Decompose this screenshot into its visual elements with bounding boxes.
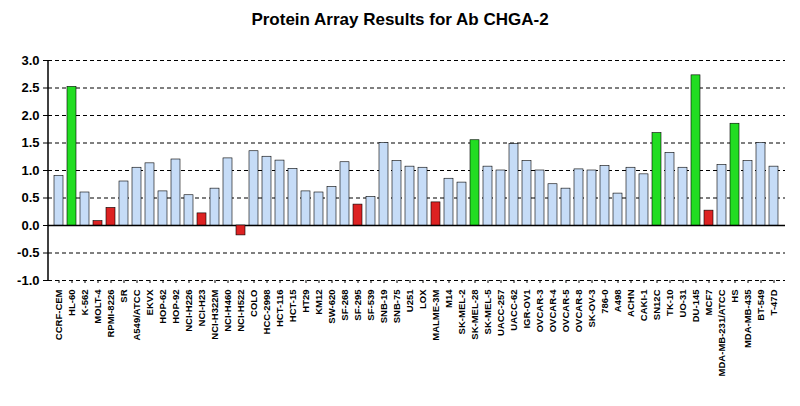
svg-text:KM12: KM12 xyxy=(313,290,324,315)
svg-text:A549/ATCC: A549/ATCC xyxy=(131,289,142,340)
svg-text:MDA-MB-435: MDA-MB-435 xyxy=(742,289,753,348)
svg-text:SN12C: SN12C xyxy=(651,289,662,320)
svg-text:DU-145: DU-145 xyxy=(690,289,701,322)
svg-text:M14: M14 xyxy=(443,289,454,308)
svg-text:IGR-OV1: IGR-OV1 xyxy=(521,289,532,329)
svg-text:SK-MEL-2: SK-MEL-2 xyxy=(456,290,467,335)
svg-text:OVCAR-8: OVCAR-8 xyxy=(573,290,584,333)
svg-text:MOLT-4: MOLT-4 xyxy=(92,289,103,324)
svg-text:U251: U251 xyxy=(404,289,415,312)
svg-text:CCRF-CEM: CCRF-CEM xyxy=(53,289,64,340)
svg-text:SF-295: SF-295 xyxy=(352,289,363,321)
svg-text:MCF7: MCF7 xyxy=(703,290,714,316)
svg-text:SK-OV-3: SK-OV-3 xyxy=(586,290,597,328)
svg-text:UACC-62: UACC-62 xyxy=(508,290,519,331)
svg-text:HL-60: HL-60 xyxy=(66,290,77,316)
svg-text:SF-539: SF-539 xyxy=(365,290,376,321)
svg-text:A498: A498 xyxy=(612,290,623,313)
svg-text:-1.0: -1.0 xyxy=(17,273,39,288)
svg-text:SK-MEL-5: SK-MEL-5 xyxy=(482,289,493,335)
svg-text:UO-31: UO-31 xyxy=(677,289,688,318)
svg-text:COLO: COLO xyxy=(248,290,259,317)
svg-text:OVCAR-3: OVCAR-3 xyxy=(534,290,545,333)
svg-text:1.5: 1.5 xyxy=(21,135,39,150)
svg-text:MALME-3M: MALME-3M xyxy=(430,289,441,340)
svg-text:HCT-15: HCT-15 xyxy=(287,289,298,322)
svg-text:TK-10: TK-10 xyxy=(664,290,675,316)
svg-text:NCI-H522: NCI-H522 xyxy=(235,290,246,332)
svg-text:HT29: HT29 xyxy=(300,290,311,313)
svg-text:SNB-19: SNB-19 xyxy=(378,290,389,324)
svg-text:HOP-92: HOP-92 xyxy=(170,290,181,324)
svg-text:NCI-H322M: NCI-H322M xyxy=(209,289,220,339)
svg-text:SF-268: SF-268 xyxy=(339,290,350,321)
svg-text:0.0: 0.0 xyxy=(21,218,39,233)
svg-text:NCI-H226: NCI-H226 xyxy=(183,290,194,332)
svg-text:NCI-H23: NCI-H23 xyxy=(196,290,207,327)
svg-text:1.0: 1.0 xyxy=(21,163,39,178)
html-text:Protein Array Results for Ab C: Protein Array Results for Ab CHGA-2 xyxy=(251,10,549,29)
svg-text:0.5: 0.5 xyxy=(21,190,39,205)
svg-text:OVCAR-5: OVCAR-5 xyxy=(560,289,571,332)
svg-text:OVCAR-4: OVCAR-4 xyxy=(547,289,558,332)
svg-text:2.5: 2.5 xyxy=(21,80,39,95)
svg-text:-0.5: -0.5 xyxy=(17,245,39,260)
svg-text:SNB-75: SNB-75 xyxy=(391,289,402,324)
svg-text:HCT-116: HCT-116 xyxy=(274,290,285,328)
svg-text:EKVX: EKVX xyxy=(144,289,155,316)
svg-text:HS: HS xyxy=(729,290,740,303)
svg-text:SW-620: SW-620 xyxy=(326,290,337,324)
svg-text:LOX: LOX xyxy=(417,289,428,309)
svg-text:CAKI-1: CAKI-1 xyxy=(638,289,649,321)
svg-text:786-0: 786-0 xyxy=(599,290,610,314)
svg-text:T-47D: T-47D xyxy=(768,289,779,315)
svg-text:NCI-H460: NCI-H460 xyxy=(222,290,233,332)
svg-text:HOP-62: HOP-62 xyxy=(157,290,168,324)
svg-text:K-562: K-562 xyxy=(79,290,90,316)
svg-text:RPMI-8226: RPMI-8226 xyxy=(105,290,116,338)
svg-text:SK-MEL-28: SK-MEL-28 xyxy=(469,290,480,340)
svg-text:BT-549: BT-549 xyxy=(755,290,766,321)
svg-text:MDA-MB-231/ATCC: MDA-MB-231/ATCC xyxy=(716,289,727,376)
svg-text:ACHN: ACHN xyxy=(625,289,636,317)
svg-text:2.0: 2.0 xyxy=(21,108,39,123)
svg-text:HCC-2998: HCC-2998 xyxy=(261,290,272,335)
svg-text:UACC-257: UACC-257 xyxy=(495,290,506,336)
svg-text:SR: SR xyxy=(118,289,129,302)
svg-text:3.0: 3.0 xyxy=(21,53,39,68)
